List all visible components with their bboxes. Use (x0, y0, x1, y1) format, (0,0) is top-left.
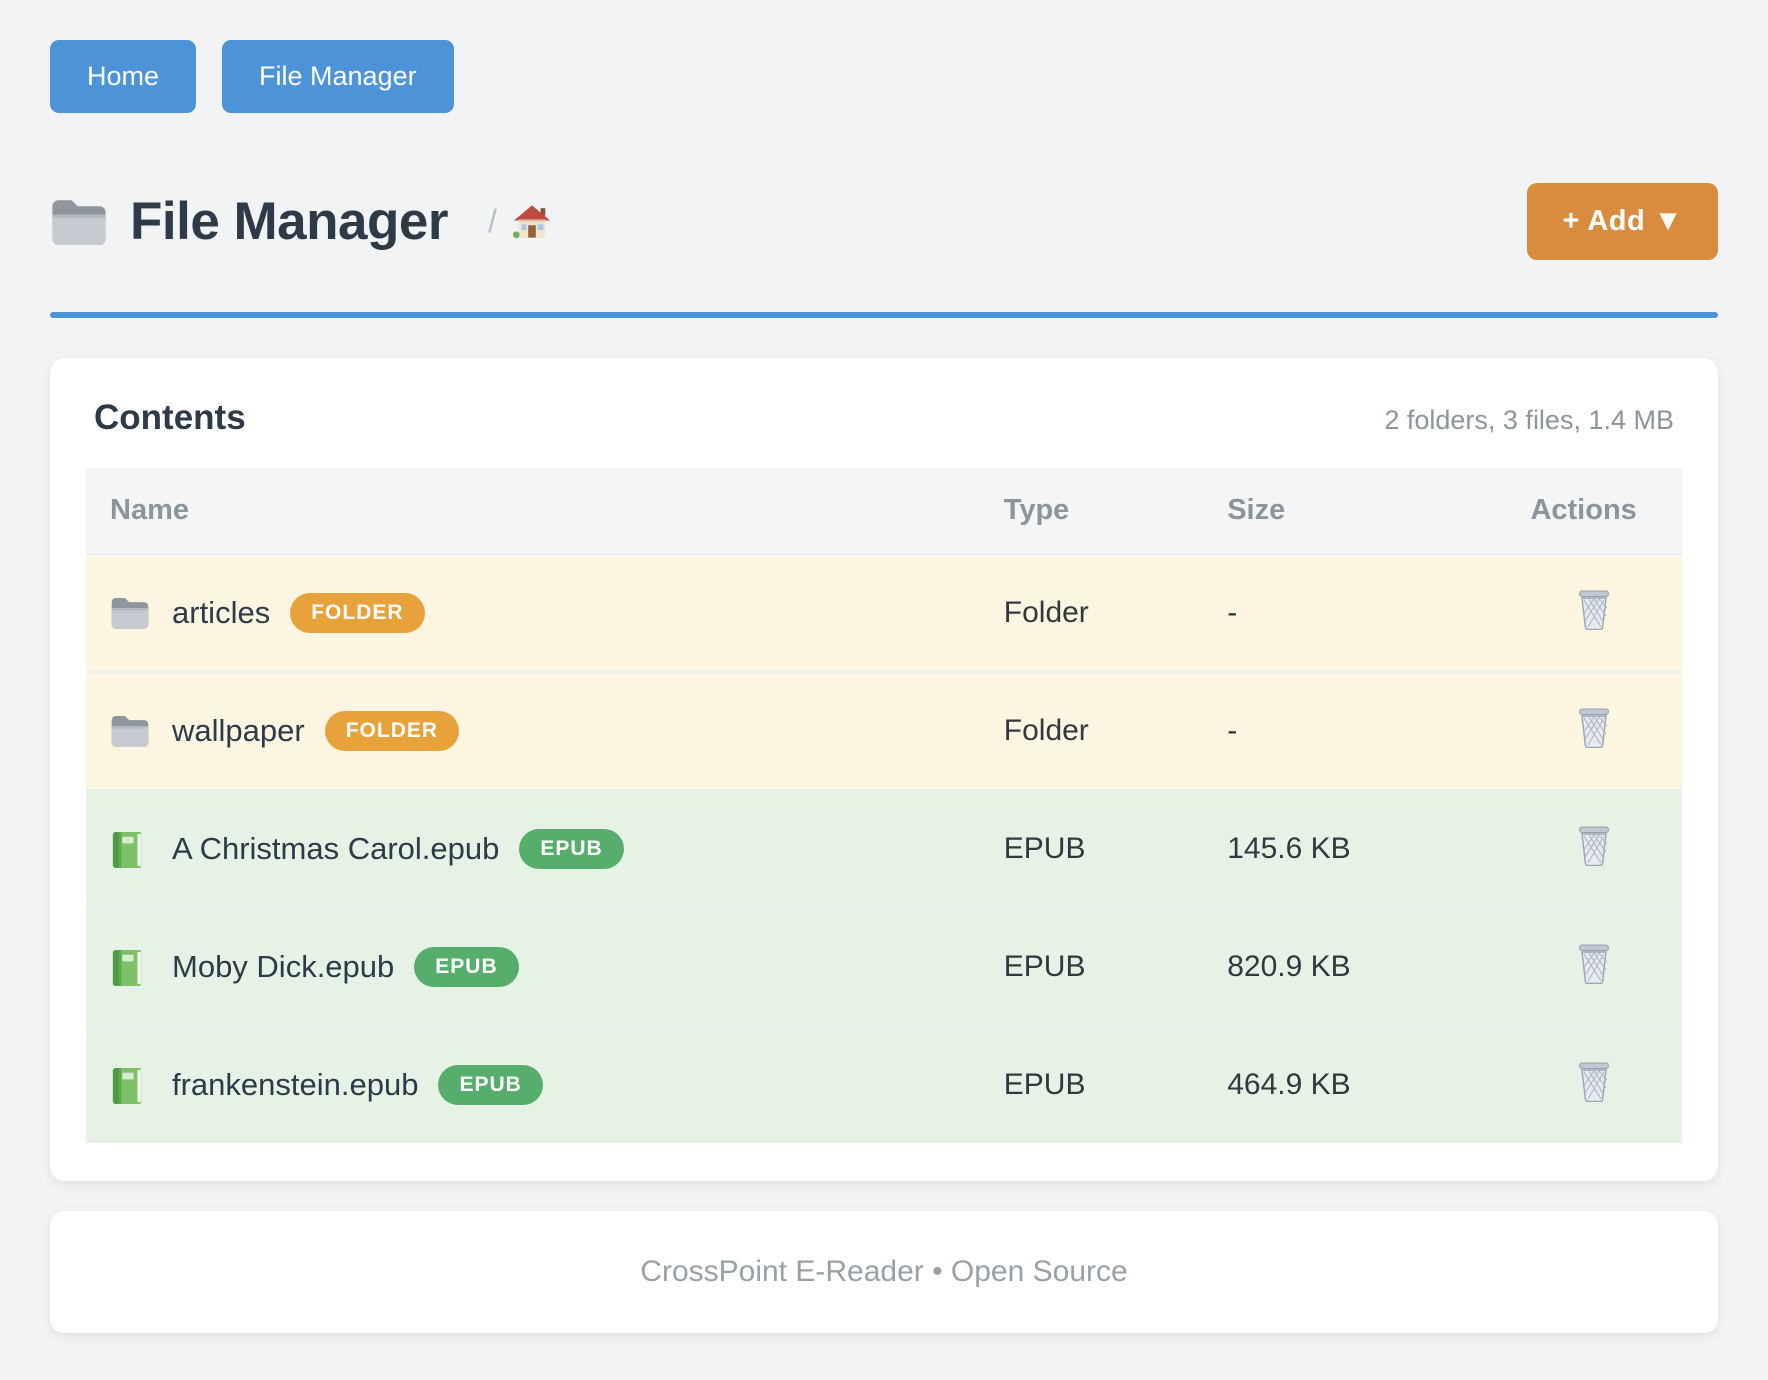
file-actions-cell (1506, 671, 1682, 790)
delete-button[interactable] (1571, 706, 1617, 750)
trash-icon (1577, 708, 1611, 751)
title-divider (50, 312, 1718, 318)
table-row: frankenstein.epub EPUB EPUB 464.9 KB (86, 1025, 1682, 1143)
file-size-cell: - (1203, 671, 1507, 790)
table-row: Moby Dick.epub EPUB EPUB 820.9 KB (86, 907, 1682, 1026)
file-name[interactable]: frankenstein.epub (172, 1067, 419, 1102)
file-name[interactable]: wallpaper (172, 713, 305, 748)
contents-heading: Contents (94, 398, 246, 437)
footer: CrossPoint E-Reader • Open Source (50, 1211, 1718, 1333)
breadcrumb-separator: / (487, 203, 497, 239)
footer-text: CrossPoint E-Reader • Open Source (640, 1255, 1128, 1288)
house-icon[interactable] (512, 204, 551, 239)
file-name[interactable]: A Christmas Carol.epub (172, 831, 500, 866)
table-row: A Christmas Carol.epub EPUB EPUB 145.6 K… (86, 789, 1682, 908)
file-type-cell: EPUB (979, 789, 1204, 908)
file-name-cell: A Christmas Carol.epub EPUB (86, 789, 980, 908)
page-title: File Manager (130, 192, 448, 251)
nav-home-button[interactable]: Home (50, 40, 197, 113)
trash-icon (1577, 826, 1611, 869)
column-header-name: Name (86, 468, 980, 554)
page-header: File Manager / + Add ▼ (50, 183, 1718, 260)
trash-icon (1577, 1062, 1611, 1105)
file-name[interactable]: articles (172, 595, 271, 630)
column-header-type: Type (979, 468, 1204, 554)
top-nav: Home File Manager (50, 40, 1718, 113)
file-type-badge: FOLDER (324, 711, 460, 751)
column-header-size: Size (1203, 468, 1507, 554)
delete-button[interactable] (1571, 942, 1617, 986)
file-type-cell: Folder (979, 671, 1204, 790)
folder-icon (110, 713, 150, 749)
page: Home File Manager File Manager / (50, 40, 1718, 1333)
file-size-cell: 820.9 KB (1203, 907, 1507, 1026)
file-size-cell: - (1203, 553, 1507, 672)
file-type-cell: EPUB (979, 1025, 1204, 1143)
file-type-badge: FOLDER (290, 593, 425, 633)
contents-card: Contents 2 folders, 3 files, 1.4 MB Name… (50, 358, 1718, 1181)
column-header-actions: Actions (1506, 468, 1682, 554)
delete-button[interactable] (1571, 588, 1617, 632)
table-row: articles FOLDER Folder - (86, 553, 1682, 672)
file-actions-cell (1506, 789, 1682, 908)
file-type-cell: EPUB (979, 907, 1204, 1026)
file-actions-cell (1506, 907, 1682, 1026)
book-icon (110, 949, 150, 986)
book-icon (110, 831, 150, 868)
folder-icon (110, 595, 150, 631)
contents-table-body: articles FOLDER Folder - (86, 553, 1682, 1143)
files-table-head: Name Type Size Actions (86, 468, 1682, 554)
file-type-badge: EPUB (519, 829, 624, 869)
file-size-cell: 464.9 KB (1203, 1025, 1507, 1143)
file-name-cell: Moby Dick.epub EPUB (86, 907, 980, 1026)
file-name-cell: wallpaper FOLDER (86, 671, 980, 790)
delete-button[interactable] (1571, 824, 1617, 868)
trash-icon (1577, 590, 1611, 633)
table-row: wallpaper FOLDER Folder - (86, 671, 1682, 790)
file-size-cell: 145.6 KB (1203, 789, 1507, 908)
page-title-group: File Manager / (50, 191, 551, 252)
file-type-badge: EPUB (414, 947, 519, 987)
file-name-cell: frankenstein.epub EPUB (86, 1025, 980, 1143)
trash-icon (1577, 944, 1611, 987)
book-icon (110, 1067, 150, 1104)
file-name-cell: articles FOLDER (86, 553, 980, 672)
file-actions-cell (1506, 553, 1682, 672)
files-table: Name Type Size Actions (86, 468, 1682, 1143)
contents-card-header: Contents 2 folders, 3 files, 1.4 MB (86, 398, 1682, 438)
file-actions-cell (1506, 1025, 1682, 1143)
nav-file-manager-button[interactable]: File Manager (222, 40, 454, 113)
contents-summary: 2 folders, 3 files, 1.4 MB (1384, 405, 1674, 435)
file-type-badge: EPUB (438, 1065, 543, 1105)
delete-button[interactable] (1571, 1060, 1617, 1104)
file-type-cell: Folder (979, 553, 1204, 672)
file-name[interactable]: Moby Dick.epub (172, 949, 395, 984)
add-button[interactable]: + Add ▼ (1527, 183, 1718, 260)
folder-icon (50, 197, 108, 247)
